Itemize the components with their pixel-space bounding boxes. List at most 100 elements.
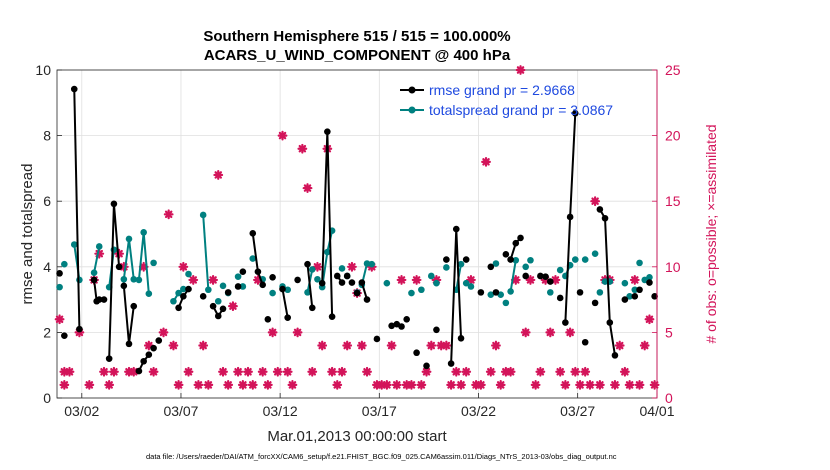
rmse-point <box>61 332 68 339</box>
legend-totalspread-marker <box>408 106 416 114</box>
rmse-point <box>328 313 336 320</box>
obs-count-marker <box>580 366 591 377</box>
obs-count-marker <box>446 379 457 390</box>
obs-count-marker <box>64 366 75 377</box>
obs-count-marker <box>634 379 645 390</box>
rmse-point <box>76 325 83 333</box>
obs-count-marker <box>312 261 323 272</box>
totalspread-point <box>120 275 128 283</box>
rmse-point <box>254 268 262 276</box>
totalspread-point <box>522 263 529 271</box>
totalspread-point <box>467 283 475 290</box>
obs-count-marker <box>99 366 109 377</box>
totalspread-point <box>512 256 520 264</box>
rmse-point <box>487 263 495 271</box>
totalspread-point <box>170 297 177 305</box>
obs-count-marker <box>585 379 595 390</box>
obs-count-marker <box>570 366 581 377</box>
obs-count-marker <box>223 379 234 390</box>
rmse-point <box>318 279 326 287</box>
totalspread-point <box>596 289 604 296</box>
rmse-point <box>611 352 619 359</box>
obs-count-marker <box>575 379 585 390</box>
obs-count-marker <box>272 366 283 377</box>
obs-count-marker <box>461 366 472 377</box>
obs-count-marker <box>466 275 476 285</box>
rmse-point <box>413 349 420 357</box>
obs-count-marker <box>237 379 248 390</box>
rmse-point <box>140 357 147 365</box>
totalspread-point <box>383 279 391 287</box>
rmse-point <box>234 283 242 290</box>
obs-count-marker <box>342 340 353 351</box>
x-tick-label: 04/01 <box>639 403 674 419</box>
rmse-point <box>492 289 500 296</box>
obs-count-marker <box>297 143 308 154</box>
obs-count-marker <box>282 366 293 377</box>
totalspread-point <box>556 266 564 274</box>
obs-count-marker <box>391 379 402 390</box>
totalspread-point <box>418 286 425 294</box>
obs-count-marker <box>84 379 95 390</box>
totalspread-point <box>214 297 222 305</box>
rmse-point <box>537 272 544 280</box>
obs-count-marker <box>247 379 258 390</box>
rmse-point <box>433 326 440 334</box>
obs-count-marker <box>104 379 115 390</box>
totalspread-point <box>150 259 157 267</box>
obs-count-marker <box>535 366 546 377</box>
obs-count-marker <box>481 156 491 167</box>
rmse-point <box>155 337 163 344</box>
obs-count-marker <box>59 379 70 390</box>
rmse-point <box>373 335 381 343</box>
obs-count-marker <box>178 261 189 272</box>
obs-count-marker <box>565 327 576 338</box>
rmse-point <box>105 355 113 362</box>
obs-count-marker <box>525 275 536 285</box>
rmse-point <box>562 319 569 326</box>
rmse-point <box>269 273 276 281</box>
rmse-point <box>150 344 157 352</box>
rmse-point <box>284 314 291 321</box>
y-axis-label-left: rmse and totalspread <box>19 164 36 305</box>
rmse-point <box>120 282 128 290</box>
x-tick-label: 03/12 <box>263 403 298 419</box>
rmse-point <box>224 289 232 296</box>
rmse-point <box>556 294 564 302</box>
totalspread-point <box>502 299 510 307</box>
obs-count-marker <box>386 340 397 351</box>
obs-count-marker <box>277 130 288 141</box>
obs-count-marker <box>233 366 243 377</box>
rmse-point <box>125 340 133 348</box>
totalspread-point <box>462 279 470 287</box>
rmse-point <box>502 251 510 258</box>
rmse-point <box>95 296 103 303</box>
obs-count-marker <box>193 379 204 390</box>
obs-count-marker <box>381 379 392 390</box>
rmse-point <box>239 268 247 276</box>
obs-count-marker <box>590 196 601 207</box>
totalspread-point <box>95 243 103 250</box>
totalspread-point <box>304 289 311 296</box>
y-tick-label-left: 0 <box>43 390 51 406</box>
totalspread-point <box>368 260 376 268</box>
obs-count-marker <box>362 366 372 377</box>
rmse-point <box>70 85 78 93</box>
x-tick-label: 03/22 <box>461 403 496 419</box>
obs-count-marker <box>411 275 422 285</box>
rmse-point <box>596 206 604 213</box>
obs-count-marker <box>262 379 273 390</box>
totalspread-line-segment <box>93 246 101 273</box>
totalspread-point <box>324 248 331 256</box>
rmse-point <box>403 315 410 323</box>
totalspread-point <box>427 272 435 280</box>
totalspread-point <box>457 260 465 268</box>
rmse-point <box>324 128 331 135</box>
totalspread-point <box>125 235 133 243</box>
totalspread-point <box>631 286 639 294</box>
totalspread-point <box>646 273 653 281</box>
obs-count-marker <box>203 379 214 390</box>
obs-count-marker <box>148 366 159 377</box>
footnote-data-file: data file: /Users/raeder/DAI/ATM_forcXX/… <box>146 452 617 461</box>
